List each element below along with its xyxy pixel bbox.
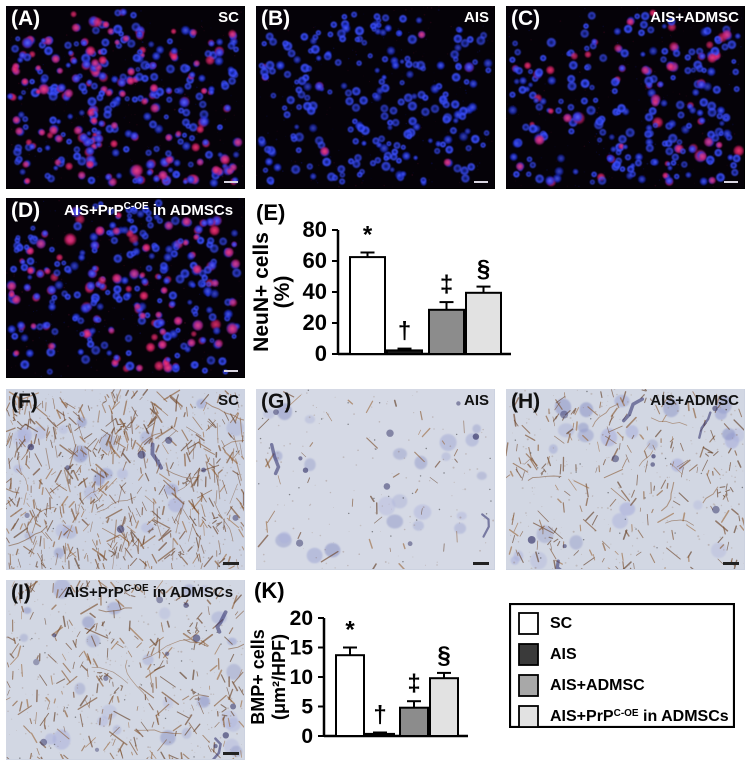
svg-text:10: 10 (290, 666, 313, 689)
svg-text:‡: ‡ (407, 670, 420, 697)
svg-text:*: * (363, 222, 373, 249)
svg-text:§: § (437, 642, 450, 669)
svg-text:AIS: AIS (550, 646, 577, 663)
svg-text:§: § (477, 256, 490, 283)
svg-text:†: † (398, 318, 411, 345)
svg-text:20: 20 (290, 607, 313, 630)
svg-text:0: 0 (315, 341, 327, 366)
svg-text:AIS+PrPC-OE in ADMSCs: AIS+PrPC-OE in ADMSCs (550, 708, 729, 726)
svg-text:20: 20 (303, 310, 327, 335)
svg-text:†: † (373, 702, 386, 729)
svg-text:SC: SC (550, 615, 573, 632)
svg-text:(%): (%) (271, 276, 294, 309)
svg-text:80: 80 (303, 217, 327, 242)
svg-text:(μm²/HPF): (μm²/HPF) (269, 634, 289, 720)
svg-text:5: 5 (301, 696, 313, 719)
svg-text:60: 60 (303, 248, 327, 273)
svg-text:NeuN+ cells: NeuN+ cells (250, 232, 273, 352)
svg-text:‡: ‡ (440, 271, 453, 298)
svg-text:AIS+ADMSC: AIS+ADMSC (550, 677, 645, 694)
svg-text:0: 0 (301, 725, 313, 748)
svg-text:BMP+ cells: BMP+ cells (248, 629, 268, 725)
svg-text:40: 40 (303, 279, 327, 304)
svg-text:15: 15 (290, 637, 314, 660)
svg-text:*: * (345, 617, 355, 644)
